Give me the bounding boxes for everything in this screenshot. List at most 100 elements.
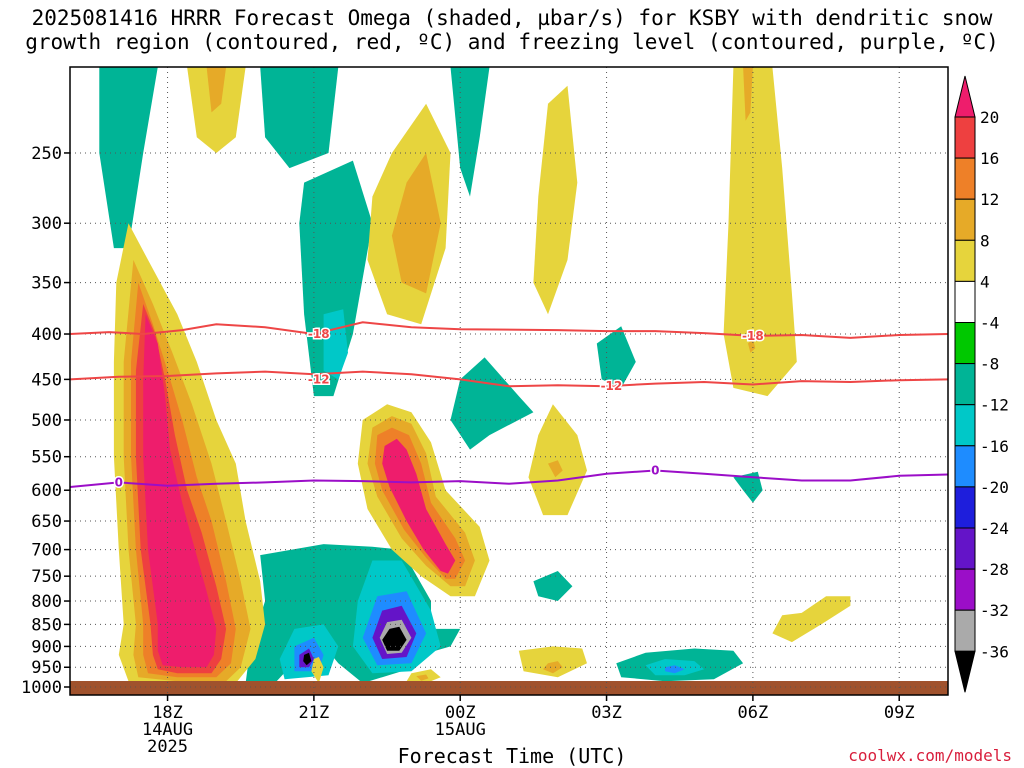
omega-region-b1c: [206, 67, 227, 113]
y-axis: 2503003504004505005506006507007508008509…: [21, 144, 70, 698]
y-tick-label-250: 250: [31, 144, 62, 164]
omega-region-b5c: [548, 460, 563, 478]
y-tick-label-650: 650: [31, 512, 62, 532]
x-tick-sublabel-18Z-0: 14AUG: [142, 720, 193, 740]
temperature-contours: -18 -18 -12 -12 0 0: [70, 321, 948, 491]
x-tick-label-06Z: 06Z: [738, 703, 769, 723]
omega-region-a9: [533, 571, 573, 601]
omega-region-b1: [187, 67, 246, 153]
omega-region-a4: [323, 309, 348, 380]
omega-region-a5: [450, 67, 490, 197]
y-tick-label-750: 750: [31, 567, 62, 587]
x-tick-label-00Z: 00Z: [445, 703, 476, 723]
y-tick-label-700: 700: [31, 541, 62, 561]
y-tick-label-300: 300: [31, 214, 62, 234]
omega-region-a1: [99, 67, 158, 249]
omega-region-a14: [303, 652, 312, 666]
x-tick-sublabel-00Z-0: 15AUG: [435, 720, 486, 740]
colorbar-cell-6: [954, 322, 976, 365]
omega-region-a3: [299, 160, 373, 397]
colorbar-cell-2: [954, 157, 976, 200]
omega-region-b2c: [391, 153, 441, 294]
colorbar-label-5: -4: [980, 314, 999, 333]
omega-region-p2m: [382, 438, 456, 574]
colorbar-cell-3: [954, 198, 976, 241]
colorbar-label-3: 8: [980, 231, 990, 250]
omega-region-a6: [450, 357, 534, 450]
colorbar-cell-13: [954, 609, 976, 652]
omega-region-b7: [518, 646, 587, 678]
colorbar-label-12: -32: [980, 601, 1009, 620]
colorbar-label-11: -28: [980, 560, 1009, 579]
x-tick-sublabel-18Z-1: 2025: [147, 737, 188, 757]
y-tick-label-500: 500: [31, 411, 62, 431]
colorbar-label-1: 16: [980, 149, 999, 168]
colorbar-label-13: -36: [980, 642, 1009, 661]
chart-title-line-2: growth region (contoured, red, ºC) and f…: [25, 30, 999, 54]
x-tick-label-21Z: 21Z: [299, 703, 330, 723]
x-tick-label-18Z: 18Z: [152, 703, 183, 723]
ground-surface: [70, 681, 948, 695]
omega-region-a19: [382, 626, 407, 651]
contour-label--12-0: -12: [308, 372, 330, 386]
colorbar-cell-bottom: [954, 650, 976, 693]
omega-region-b4: [723, 67, 797, 397]
colorbar-cell-9: [954, 445, 976, 488]
colorbar-cell-12: [954, 568, 976, 611]
y-tick-label-900: 900: [31, 637, 62, 657]
plot-frame: [69, 66, 949, 696]
omega-region-b6: [772, 596, 851, 643]
contour-label-0-1: 0: [651, 463, 659, 477]
x-tick-label-09Z: 09Z: [884, 703, 915, 723]
x-axis-title: Forecast Time (UTC): [397, 744, 627, 768]
omega-region-b8c: [416, 674, 429, 681]
colorbar-cell-8: [954, 404, 976, 447]
colorbar-label-4: 4: [980, 272, 990, 291]
credit-text: coolwx.com/models: [848, 746, 1012, 765]
omega-region-b4c: [743, 67, 753, 121]
contour-line--12: [70, 370, 948, 388]
y-tick-label-400: 400: [31, 325, 62, 345]
contour-label--18-1: -18: [742, 329, 764, 343]
colorbar-label-8: -16: [980, 437, 1009, 456]
colorbar-label-10: -24: [980, 519, 1009, 538]
omega-region-b9: [311, 657, 324, 684]
colorbar-cell-4: [954, 239, 976, 282]
contour-label--18-0: -18: [308, 327, 330, 341]
omega-region-b5: [528, 404, 587, 516]
omega-region-a22: [665, 665, 685, 674]
y-tick-label-450: 450: [31, 370, 62, 390]
colorbar-label-2: 12: [980, 190, 999, 209]
colorbar-label-7: -12: [980, 396, 1009, 415]
colorbar-label-6: -8: [980, 355, 999, 374]
omega-region-b3: [533, 85, 578, 315]
colorbar-cell-1: [954, 116, 976, 159]
chart-title-line-1: 2025081416 HRRR Forecast Omega (shaded, …: [31, 6, 993, 30]
y-tick-label-850: 850: [31, 615, 62, 635]
x-tick-label-03Z: 03Z: [591, 703, 622, 723]
omega-region-a2: [260, 67, 339, 169]
colorbar: 20 16 12 8 4 -4 -8 -12 -16 -20 -24 -28 -32 -36: [954, 75, 1009, 693]
omega-region-a8: [733, 471, 763, 503]
omega-region-p1m: [143, 314, 217, 668]
contour-label--12-1: -12: [601, 379, 623, 393]
colorbar-cell-11: [954, 527, 976, 570]
y-tick-label-950: 950: [31, 658, 62, 678]
colorbar-cell-5: [954, 280, 976, 323]
y-tick-label-800: 800: [31, 592, 62, 612]
contour-label-0-0: 0: [115, 475, 123, 489]
y-tick-label-350: 350: [31, 274, 62, 294]
colorbar-label-9: -20: [980, 478, 1009, 497]
colorbar-cell-7: [954, 363, 976, 406]
colorbar-cell-top: [954, 75, 976, 118]
y-tick-label-600: 600: [31, 481, 62, 501]
colorbar-cell-10: [954, 486, 976, 529]
contour-line-0: [70, 469, 948, 488]
omega-region-b7c: [543, 661, 563, 674]
y-tick-label-1000: 1000: [21, 678, 62, 698]
colorbar-label-0: 20: [980, 108, 999, 127]
omega-shading: [99, 67, 851, 686]
omega-region-b4d: [748, 338, 756, 353]
